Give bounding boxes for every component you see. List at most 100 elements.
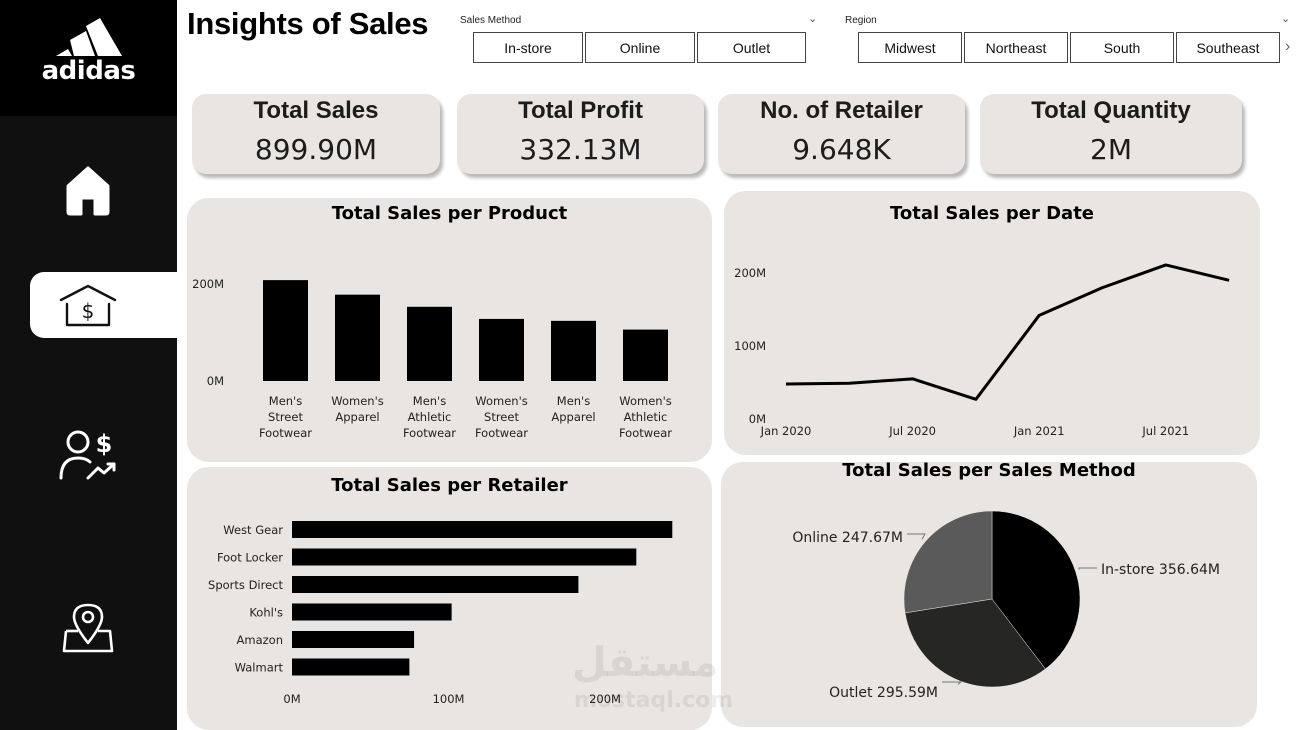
bar bbox=[292, 548, 637, 566]
slice-label: Online 247.67M bbox=[792, 530, 903, 546]
kpi-value: 332.13M bbox=[519, 133, 642, 166]
y-tick-label: 0M bbox=[749, 412, 766, 426]
y-tick-label: 100M bbox=[734, 339, 766, 353]
y-tick-label: Walmart bbox=[235, 661, 284, 675]
kpi-value: 2M bbox=[1090, 133, 1132, 166]
x-tick-label: Footwear bbox=[403, 426, 456, 440]
method-sales-panel: Total Sales per Sales Method In-store 35… bbox=[721, 460, 1257, 727]
region-slicer-label: Region bbox=[845, 15, 877, 26]
bar bbox=[479, 318, 524, 381]
pie-slice bbox=[991, 510, 1081, 670]
slicer-northeast-button[interactable]: Northeast bbox=[964, 32, 1068, 63]
y-tick-label: West Gear bbox=[223, 523, 283, 537]
bar bbox=[407, 306, 452, 381]
kpi-label: Total Profit bbox=[518, 97, 643, 124]
y-tick-label: 200M bbox=[192, 277, 224, 291]
x-tick-label: Footwear bbox=[475, 426, 528, 440]
home-icon bbox=[66, 166, 110, 216]
kpi-value: 899.90M bbox=[254, 133, 378, 166]
y-tick-label: Foot Locker bbox=[217, 551, 283, 565]
x-tick-label: 100M bbox=[433, 692, 465, 706]
page-title: Insights of Sales bbox=[187, 6, 429, 41]
slicer-online-button[interactable]: Online bbox=[585, 32, 695, 63]
x-tick-label: Men's bbox=[269, 394, 302, 408]
x-tick-label: Street bbox=[484, 410, 519, 424]
chevron-down-icon[interactable]: ⌄ bbox=[808, 13, 818, 25]
nav-active-indicator bbox=[30, 272, 177, 338]
bar bbox=[292, 521, 673, 538]
pie-slice bbox=[903, 510, 993, 614]
x-tick-label: 0M bbox=[283, 692, 300, 706]
y-tick-label: Kohl's bbox=[249, 606, 283, 620]
chevron-down-icon[interactable]: ⌄ bbox=[1281, 13, 1291, 25]
kpi-value: 9.648K bbox=[792, 133, 891, 166]
x-tick-label: Women's bbox=[331, 394, 383, 408]
x-tick-label: Athletic bbox=[624, 410, 668, 424]
chart-title: Total Sales per Product bbox=[331, 203, 568, 224]
product-sales-chart: 0M 200M Men's Street Footwear Women's Apparel M… bbox=[192, 277, 672, 440]
x-tick-label: Men's bbox=[413, 394, 446, 408]
kpi-label: Total Quantity bbox=[1031, 97, 1191, 124]
slicer-outlet-button[interactable]: Outlet bbox=[697, 32, 806, 63]
x-tick-label: Footwear bbox=[259, 426, 312, 440]
date-sales-panel: Total Sales per Date 0M 100M 200M Jan 2020 J… bbox=[724, 191, 1260, 455]
svg-text:$: $ bbox=[96, 430, 113, 458]
sidebar: adidas $ $ bbox=[0, 0, 177, 730]
x-tick-label: Apparel bbox=[335, 410, 379, 424]
house-dollar-icon: $ bbox=[59, 284, 117, 327]
x-tick-label: 200M bbox=[589, 692, 621, 706]
kpi-total-profit: Total Profit 332.13M bbox=[457, 94, 704, 174]
slicer-southeast-button[interactable]: Southeast bbox=[1176, 32, 1280, 63]
y-tick-label: 200M bbox=[734, 266, 766, 280]
leader-line bbox=[1078, 567, 1097, 570]
y-tick-label: Amazon bbox=[237, 633, 283, 647]
kpi-label: Total Sales bbox=[253, 97, 379, 124]
nav-home[interactable] bbox=[50, 160, 126, 220]
slice-label: In-store 356.64M bbox=[1101, 562, 1220, 578]
slicer-in-store-button[interactable]: In-store bbox=[473, 32, 583, 63]
x-tick-label: Jan 2020 bbox=[760, 424, 812, 438]
date-sales-chart: 0M 100M 200M Jan 2020 Jul 2020 Jan 2021 Jul 20… bbox=[734, 263, 1230, 438]
slicer-midwest-button[interactable]: Midwest bbox=[858, 32, 962, 63]
x-tick-label: Men's bbox=[557, 394, 590, 408]
bar bbox=[263, 280, 308, 381]
x-tick-label: Jul 2021 bbox=[1141, 424, 1189, 438]
adidas-logo-icon bbox=[56, 18, 122, 56]
chart-title: Total Sales per Sales Method bbox=[842, 460, 1136, 481]
slicer-south-button[interactable]: South bbox=[1070, 32, 1174, 63]
retailer-sales-panel: Total Sales per Retailer West Gear Foot L… bbox=[187, 467, 712, 730]
x-tick-label: Jan 2021 bbox=[1013, 424, 1065, 438]
x-tick-label: Athletic bbox=[408, 410, 452, 424]
chart-title: Total Sales per Retailer bbox=[331, 475, 568, 496]
kpi-label: No. of Retailer bbox=[760, 97, 923, 124]
slice-label: Outlet 295.59M bbox=[829, 685, 938, 701]
bar bbox=[292, 603, 452, 621]
method-sales-chart: In-store 356.64M Outlet 295.59M Online 247… bbox=[792, 510, 1220, 701]
x-tick-label: Women's bbox=[619, 394, 671, 408]
x-tick-label: Women's bbox=[475, 394, 527, 408]
bar bbox=[623, 329, 668, 381]
chevron-right-icon[interactable]: › bbox=[1285, 38, 1291, 55]
bar bbox=[292, 658, 410, 676]
bar bbox=[551, 320, 596, 381]
x-tick-label: Jul 2020 bbox=[888, 424, 936, 438]
product-sales-panel: Total Sales per Product 0M 200M Men's Stree… bbox=[187, 198, 712, 462]
nav-sales[interactable]: $ bbox=[50, 276, 126, 336]
x-tick-label: Apparel bbox=[551, 410, 595, 424]
nav-retailers[interactable]: $ bbox=[50, 424, 126, 484]
nav-map[interactable] bbox=[50, 598, 126, 658]
leader-line bbox=[907, 533, 926, 540]
kpi-retailer-count: No. of Retailer 9.648K bbox=[718, 94, 965, 174]
y-tick-label: Sports Direct bbox=[208, 578, 283, 592]
retailer-sales-chart: West Gear Foot Locker Sports Direct Kohl's A… bbox=[208, 521, 673, 706]
svg-text:$: $ bbox=[82, 299, 95, 323]
x-tick-label: Street bbox=[268, 410, 303, 424]
bar bbox=[292, 631, 415, 648]
user-dollar-icon: $ bbox=[59, 430, 116, 480]
sales-method-slicer-label: Sales Method bbox=[460, 15, 522, 26]
brand-name: adidas bbox=[41, 56, 136, 86]
brand-logo[interactable]: adidas bbox=[0, 0, 177, 116]
bar bbox=[335, 294, 380, 381]
series-line bbox=[785, 263, 1230, 401]
map-pin-icon bbox=[62, 603, 114, 653]
